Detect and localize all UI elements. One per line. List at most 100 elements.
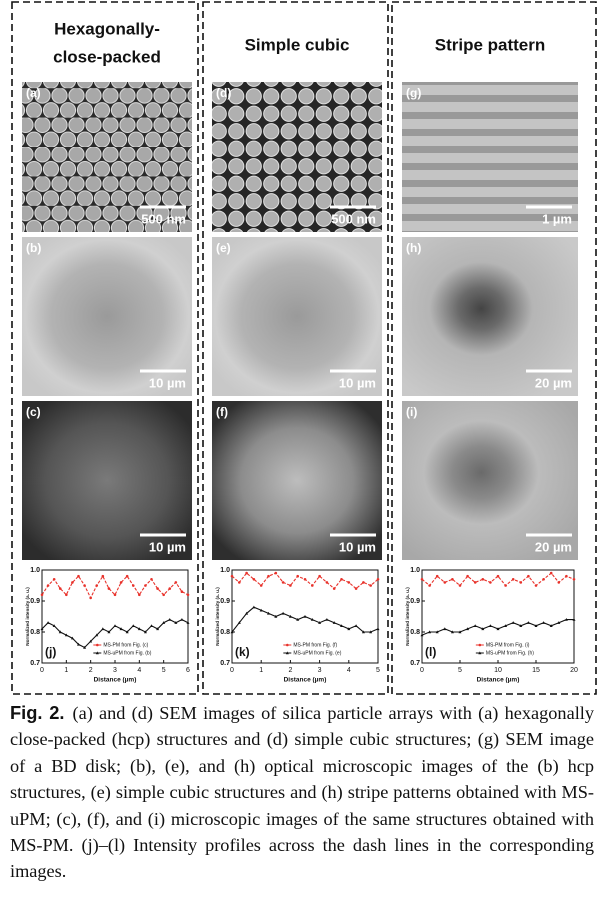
data-point (274, 571, 278, 575)
data-point (340, 578, 343, 581)
data-point (77, 574, 80, 578)
legend-marker (285, 651, 289, 655)
data-point (245, 571, 248, 575)
y-axis-label: Normalized intensity (a. u.) (215, 587, 220, 646)
data-point (138, 593, 141, 597)
data-point (332, 587, 336, 590)
data-point (428, 630, 432, 634)
data-point (318, 574, 321, 578)
panel-label: (c) (26, 405, 41, 419)
data-point (369, 584, 373, 587)
data-point (526, 621, 530, 624)
caption: Fig. 2. (a) and (d) SEM images of silica … (10, 700, 594, 885)
data-point (303, 614, 307, 618)
data-point (481, 578, 485, 581)
data-point (113, 624, 117, 627)
y-tick-label: 0.7 (220, 660, 230, 667)
data-point (376, 578, 380, 581)
data-point (496, 627, 500, 631)
data-point (131, 624, 135, 627)
data-point (162, 593, 165, 597)
data-point (281, 581, 285, 584)
scale-label: 500 nm (141, 211, 186, 226)
legend-marker (286, 643, 289, 647)
panel-label: (i) (406, 405, 417, 419)
data-point (70, 636, 74, 640)
data-point (527, 574, 530, 578)
data-point (325, 618, 329, 621)
data-point (361, 630, 365, 634)
data-point (237, 621, 241, 624)
data-point (125, 630, 129, 634)
y-tick-label: 0.7 (30, 660, 40, 667)
column-frame (202, 1, 389, 695)
data-point (58, 587, 62, 590)
data-point (511, 578, 515, 581)
data-point (83, 584, 86, 587)
x-tick-label: 3 (318, 667, 322, 674)
y-tick-label: 1.0 (220, 567, 230, 574)
scale-label: 10 µm (149, 375, 186, 390)
data-point (174, 581, 178, 584)
x-tick-label: 0 (420, 667, 424, 674)
data-point (496, 574, 500, 578)
data-point (354, 624, 358, 627)
x-tick-label: 5 (162, 667, 166, 674)
data-point (443, 627, 447, 631)
data-point (259, 584, 263, 587)
x-tick-label: 3 (113, 667, 117, 674)
data-point (288, 614, 292, 618)
data-point (557, 581, 561, 584)
data-point (458, 630, 462, 634)
data-point (443, 581, 447, 584)
data-point (466, 627, 470, 631)
data-point (95, 633, 99, 637)
x-tick-label: 4 (137, 667, 141, 674)
data-point (549, 571, 553, 575)
data-point (303, 578, 307, 581)
caption-text: (a) and (d) SEM images of silica particl… (10, 703, 594, 882)
x-axis-label: Distance (µm) (477, 677, 520, 684)
panel-label: (g) (406, 86, 421, 100)
data-point (267, 574, 270, 578)
data-point (107, 630, 111, 634)
data-point (534, 624, 538, 627)
panel-label: (h) (406, 241, 421, 255)
data-point (504, 624, 508, 627)
x-tick-label: 10 (494, 667, 502, 674)
data-point (89, 596, 92, 600)
data-point (107, 587, 111, 590)
data-point (137, 627, 141, 631)
data-point (65, 593, 68, 597)
data-point (52, 578, 56, 581)
data-point (64, 633, 68, 637)
panel-label: (f) (216, 405, 228, 419)
x-tick-label: 0 (40, 667, 44, 674)
scale-label: 10 µm (339, 539, 376, 554)
x-tick-label: 5 (458, 667, 462, 674)
data-point (511, 621, 515, 624)
data-point (40, 627, 44, 631)
y-axis-label: Normalized intensity (a. u.) (405, 587, 410, 646)
micrograph (402, 82, 578, 232)
figure-number: Fig. 2. (10, 702, 65, 723)
data-point (144, 584, 147, 587)
panel-label: (d) (216, 86, 231, 100)
data-point (156, 587, 159, 590)
data-point (230, 574, 234, 578)
data-point (89, 639, 93, 643)
column-title: Simple cubic (245, 35, 350, 54)
panel-label: (b) (26, 241, 41, 255)
data-point (180, 590, 184, 593)
scale-label: 20 µm (535, 375, 572, 390)
column-frame (11, 1, 199, 695)
data-point (572, 578, 576, 581)
data-point (318, 621, 322, 624)
data-point (156, 627, 160, 631)
data-point (52, 624, 56, 627)
legend-label: MS-PM from Fig. (f) (293, 642, 337, 648)
legend-label: MS-uPM from Fig. (b) (103, 650, 151, 656)
data-point (186, 621, 190, 624)
data-point (557, 621, 561, 624)
data-point (362, 581, 365, 584)
